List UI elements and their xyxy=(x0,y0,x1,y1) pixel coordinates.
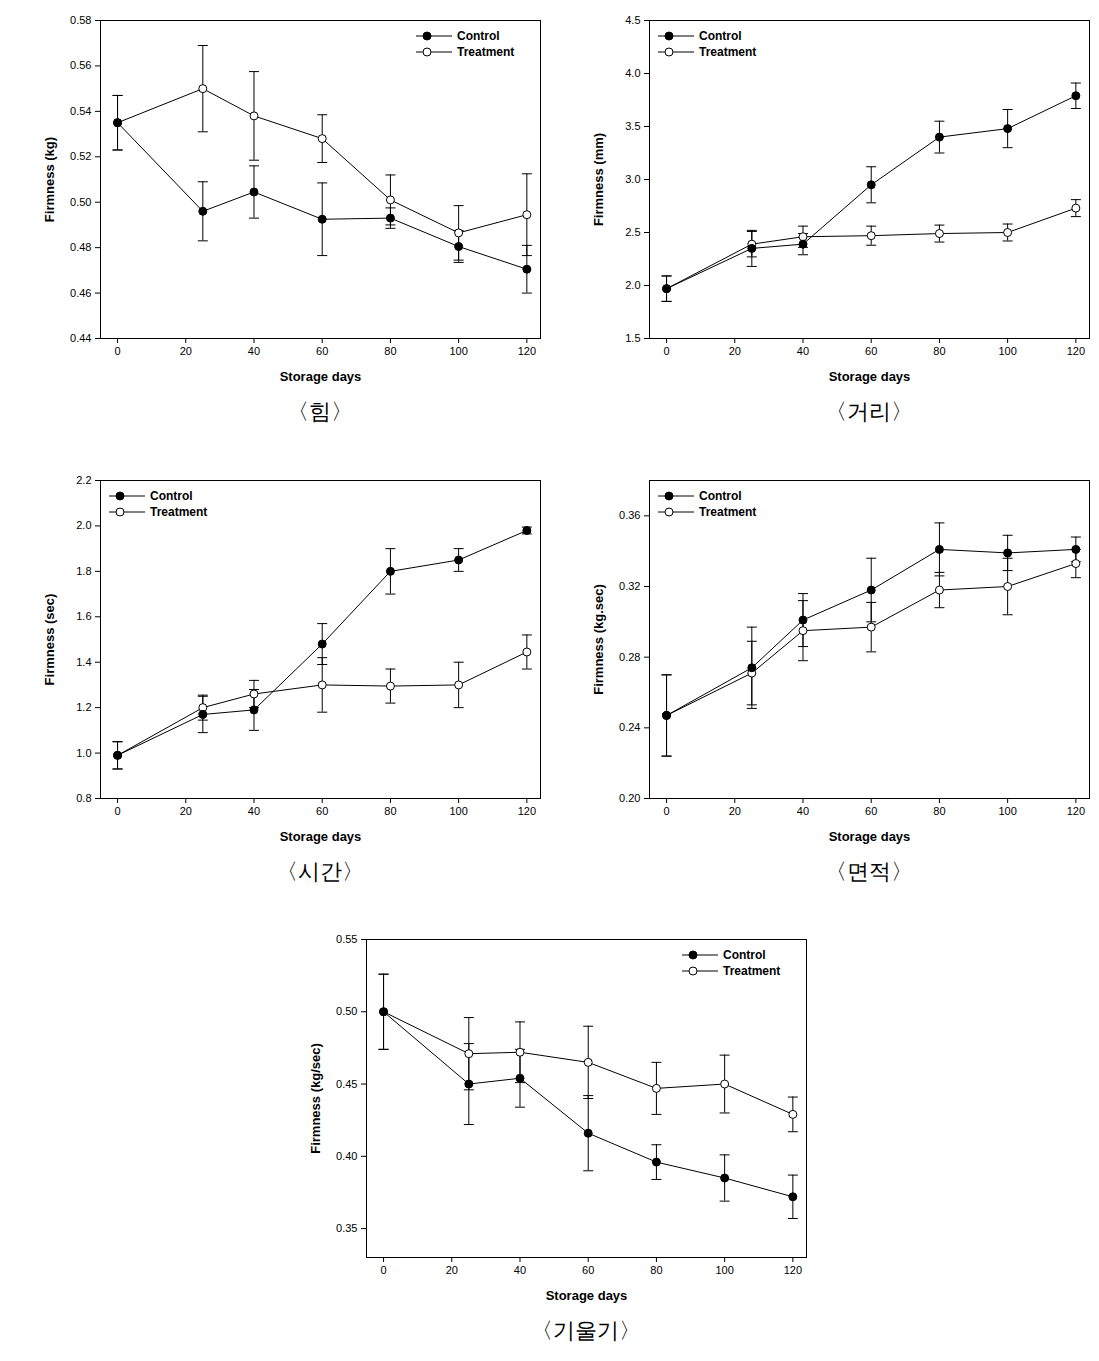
svg-text:100: 100 xyxy=(449,805,467,817)
svg-text:0.50: 0.50 xyxy=(70,196,91,208)
svg-text:0: 0 xyxy=(114,345,120,357)
html-text:〈거리〉: 〈거리〉 xyxy=(825,399,913,424)
svg-text:4.0: 4.0 xyxy=(625,67,640,79)
html-text:〈시간〉: 〈시간〉 xyxy=(276,859,364,884)
svg-text:60: 60 xyxy=(865,345,877,357)
svg-text:20: 20 xyxy=(729,345,741,357)
svg-text:0.35: 0.35 xyxy=(336,1222,357,1234)
svg-text:20: 20 xyxy=(180,345,192,357)
svg-text:0.54: 0.54 xyxy=(70,105,91,117)
svg-text:1.4: 1.4 xyxy=(76,656,91,668)
svg-text:1.0: 1.0 xyxy=(76,747,91,759)
svg-text:2.5: 2.5 xyxy=(625,226,640,238)
svg-text:0.46: 0.46 xyxy=(70,287,91,299)
svg-text:100: 100 xyxy=(715,1264,733,1276)
svg-text:80: 80 xyxy=(933,345,945,357)
svg-text:0.28: 0.28 xyxy=(619,651,640,663)
svg-text:0: 0 xyxy=(380,1264,386,1276)
svg-text:40: 40 xyxy=(248,805,260,817)
svg-text:80: 80 xyxy=(384,345,396,357)
svg-text:2.0: 2.0 xyxy=(76,519,91,531)
svg-text:Firmness (kg): Firmness (kg) xyxy=(42,137,57,222)
svg-text:0.58: 0.58 xyxy=(70,14,91,26)
svg-text:0: 0 xyxy=(114,805,120,817)
svg-text:0.56: 0.56 xyxy=(70,59,91,71)
svg-text:0: 0 xyxy=(663,345,669,357)
svg-text:3.0: 3.0 xyxy=(625,173,640,185)
svg-text:120: 120 xyxy=(518,345,536,357)
svg-text:40: 40 xyxy=(248,345,260,357)
svg-text:1.2: 1.2 xyxy=(76,701,91,713)
svg-text:Firmness (sec): Firmness (sec) xyxy=(42,594,57,686)
svg-text:80: 80 xyxy=(933,805,945,817)
svg-text:100: 100 xyxy=(449,345,467,357)
svg-text:0.45: 0.45 xyxy=(336,1078,357,1090)
svg-text:120: 120 xyxy=(1067,345,1085,357)
html-text:Control: Control xyxy=(723,948,766,962)
svg-text:100: 100 xyxy=(998,345,1016,357)
svg-text:0.52: 0.52 xyxy=(70,150,91,162)
svg-text:0.40: 0.40 xyxy=(336,1150,357,1162)
html-text:〈힘〉: 〈힘〉 xyxy=(287,399,353,424)
html-text:Control: Control xyxy=(699,489,742,503)
svg-text:0.55: 0.55 xyxy=(336,933,357,945)
svg-text:120: 120 xyxy=(1067,805,1085,817)
html-text:Treatment: Treatment xyxy=(699,505,757,519)
svg-text:0.36: 0.36 xyxy=(619,509,640,521)
svg-text:2.0: 2.0 xyxy=(625,279,640,291)
svg-text:Storage days: Storage days xyxy=(829,829,911,844)
svg-text:80: 80 xyxy=(384,805,396,817)
svg-text:60: 60 xyxy=(865,805,877,817)
svg-text:20: 20 xyxy=(180,805,192,817)
svg-text:1.8: 1.8 xyxy=(76,565,91,577)
svg-text:Firmness (kg/sec): Firmness (kg/sec) xyxy=(308,1043,323,1154)
svg-text:0.20: 0.20 xyxy=(619,792,640,804)
svg-text:1.6: 1.6 xyxy=(76,610,91,622)
html-text:Control: Control xyxy=(457,29,500,43)
svg-text:2.2: 2.2 xyxy=(76,474,91,486)
svg-text:20: 20 xyxy=(729,805,741,817)
html-text:Treatment: Treatment xyxy=(457,45,515,59)
svg-text:Firmness (mm): Firmness (mm) xyxy=(591,133,606,226)
svg-text:60: 60 xyxy=(316,345,328,357)
svg-text:4.5: 4.5 xyxy=(625,14,640,26)
svg-text:60: 60 xyxy=(582,1264,594,1276)
svg-text:0.32: 0.32 xyxy=(619,580,640,592)
svg-text:0.44: 0.44 xyxy=(70,332,91,344)
svg-text:Storage days: Storage days xyxy=(829,369,911,384)
html-text:Treatment: Treatment xyxy=(723,964,781,978)
svg-text:1.5: 1.5 xyxy=(625,332,640,344)
svg-text:40: 40 xyxy=(514,1264,526,1276)
html-text:〈면적〉: 〈면적〉 xyxy=(825,859,913,884)
svg-text:0: 0 xyxy=(663,805,669,817)
svg-text:0.24: 0.24 xyxy=(619,721,640,733)
svg-text:Storage days: Storage days xyxy=(280,829,362,844)
svg-text:0.48: 0.48 xyxy=(70,241,91,253)
html-text:〈기울기〉: 〈기울기〉 xyxy=(531,1318,641,1343)
svg-text:Storage days: Storage days xyxy=(280,369,362,384)
svg-text:3.5: 3.5 xyxy=(625,120,640,132)
html-text:Treatment: Treatment xyxy=(150,505,208,519)
svg-text:40: 40 xyxy=(797,345,809,357)
svg-text:20: 20 xyxy=(446,1264,458,1276)
svg-text:Storage days: Storage days xyxy=(546,1288,628,1303)
svg-text:Firmness (kg.sec): Firmness (kg.sec) xyxy=(591,584,606,695)
svg-text:100: 100 xyxy=(998,805,1016,817)
svg-text:0.8: 0.8 xyxy=(76,792,91,804)
html-text:Control: Control xyxy=(699,29,742,43)
svg-text:80: 80 xyxy=(650,1264,662,1276)
svg-text:120: 120 xyxy=(784,1264,802,1276)
svg-text:0.50: 0.50 xyxy=(336,1005,357,1017)
svg-text:60: 60 xyxy=(316,805,328,817)
svg-text:40: 40 xyxy=(797,805,809,817)
svg-text:120: 120 xyxy=(518,805,536,817)
html-text:Treatment: Treatment xyxy=(699,45,757,59)
html-text:Control: Control xyxy=(150,489,193,503)
